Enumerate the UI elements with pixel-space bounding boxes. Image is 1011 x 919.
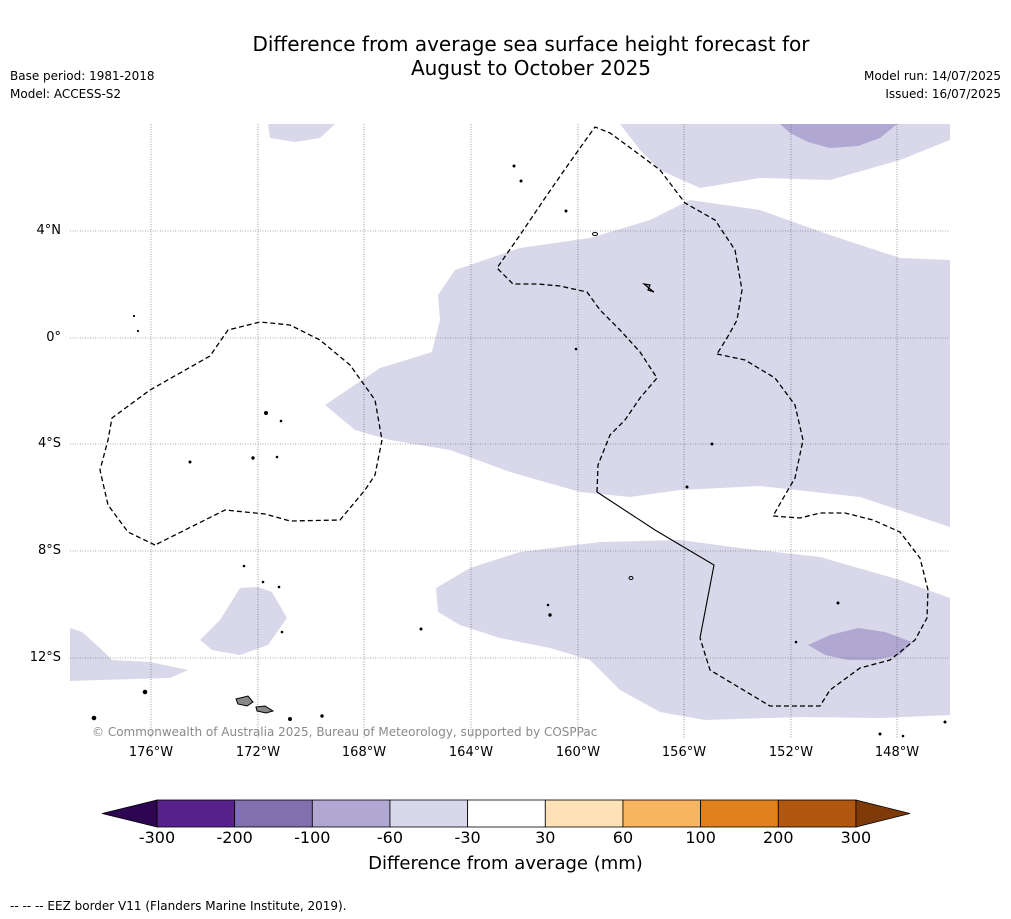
lon-label-156w: 156°W (661, 745, 707, 760)
colorbar-tick-label: 300 (840, 828, 872, 847)
meta-right: Model run: 14/07/2025 Issued: 16/07/2025 (864, 67, 1001, 103)
gridlines (70, 124, 950, 738)
colorbar-segment (467, 799, 546, 828)
eez-border-solid (596, 491, 715, 639)
eez-borders (99, 126, 929, 707)
lon-label-176w: 176°W (128, 745, 174, 760)
copyright-notice: © Commonwealth of Australia 2025, Bureau… (92, 725, 598, 739)
model-run-text: Model run: 14/07/2025 (863, 69, 1001, 83)
footer-eez-note: -- -- -- EEZ border V11 (Flanders Marine… (10, 899, 347, 913)
title-line-1: Difference from average sea surface heig… (252, 32, 810, 56)
colorbar-tick-label: 200 (762, 828, 794, 847)
lon-label-148w: 148°W (874, 745, 920, 760)
colorbar-tick-label: -200 (216, 828, 253, 847)
colorbar-title: Difference from average (mm) (368, 853, 643, 874)
colorbar-tick-label: 100 (685, 828, 716, 847)
colorbar-tick-label: -60 (376, 828, 404, 847)
base-period-text: Base period: 1981-2018 (10, 69, 155, 83)
colorbar-tick-label: -100 (294, 828, 331, 847)
lon-label-168w: 168°W (341, 745, 387, 760)
title-line-2: August to October 2025 (410, 56, 652, 80)
anomaly-region-equatorial (325, 200, 950, 527)
colorbar-tick-label: 30 (535, 828, 556, 847)
lon-label-172w: 172°W (235, 745, 281, 760)
anomaly-field (70, 124, 950, 720)
colorbar-segment (544, 799, 624, 828)
lon-label-152w: 152°W (768, 745, 814, 760)
anomaly-region-southwest (200, 587, 287, 655)
anomaly-region-south-strong (808, 628, 912, 660)
anomaly-region-west-edge (70, 628, 188, 681)
colorbar-tick-label: 60 (612, 828, 634, 847)
anomaly-region-north-strong (780, 124, 897, 148)
issued-text: Issued: 16/07/2025 (885, 87, 1001, 101)
lat-label-8s: 8°S (37, 543, 61, 558)
colorbar (101, 799, 911, 828)
colorbar-segment (156, 799, 236, 828)
anomaly-region-south (436, 540, 950, 720)
eez-border-kiribati-line (496, 126, 743, 493)
colorbar-segment (311, 799, 391, 828)
lat-label-12s: 12°S (29, 650, 61, 665)
eez-border-kiribati-phoenix (99, 321, 383, 546)
colorbar-segment (234, 799, 313, 828)
lon-label-160w: 160°W (555, 745, 601, 760)
colorbar-tick-label: -300 (138, 828, 176, 847)
colorbar-segment (700, 799, 779, 828)
anomaly-region-north-small (268, 124, 335, 142)
colorbar-extend-high (855, 799, 911, 828)
islands (91, 164, 947, 738)
eez-border-french-polynesia (699, 353, 929, 707)
lat-label-4n: 4°N (36, 223, 62, 238)
lat-label-4s: 4°S (37, 436, 61, 451)
colorbar-segment (389, 799, 469, 828)
lon-label-164w: 164°W (448, 745, 494, 760)
lat-label-0: 0° (46, 330, 61, 345)
meta-left: Base period: 1981-2018 Model: ACCESS-S2 (10, 67, 155, 103)
colorbar-segment (622, 799, 702, 828)
model-text: Model: ACCESS-S2 (10, 87, 122, 101)
map-title: Difference from average sea surface heig… (0, 32, 1011, 80)
samoa-islands (235, 695, 275, 714)
colorbar-extend-low (101, 799, 158, 828)
anomaly-region-north (620, 124, 950, 188)
colorbar-segments (101, 799, 911, 828)
colorbar-segment (777, 799, 857, 828)
colorbar-tick-label: -30 (454, 828, 481, 847)
